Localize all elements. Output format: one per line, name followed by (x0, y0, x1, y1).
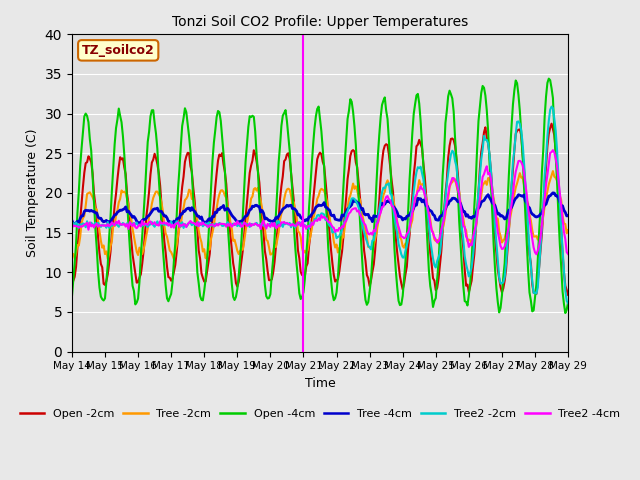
Open -4cm (351, 123, 358, 129)
Tree2 -4cm (504, 230, 511, 236)
Open -2cm (564, 292, 572, 298)
Text: TZ_soilco2: TZ_soilco2 (82, 44, 155, 57)
Tree -2cm (564, 227, 572, 233)
Tree2 -4cm (161, 219, 168, 225)
Open -2cm (161, 238, 168, 244)
Tree -4cm (564, 213, 572, 218)
Tree2 -4cm (351, 205, 358, 211)
Y-axis label: Soil Temperature (C): Soil Temperature (C) (26, 129, 39, 257)
Tree2 -2cm (378, 190, 386, 195)
Open -4cm (378, 102, 386, 108)
Tree -2cm (68, 252, 76, 257)
Tree2 -4cm (532, 252, 540, 257)
Open -4cm (561, 310, 569, 316)
Tree -4cm (68, 217, 76, 223)
Open -2cm (378, 159, 386, 165)
Line: Tree -2cm: Tree -2cm (72, 171, 568, 259)
Tree -4cm (369, 219, 376, 225)
Line: Open -2cm: Open -2cm (72, 124, 568, 295)
Open -4cm (504, 204, 511, 210)
Tree -2cm (352, 183, 360, 189)
Tree -4cm (380, 202, 387, 208)
X-axis label: Time: Time (305, 377, 335, 390)
Tree2 -4cm (367, 230, 375, 236)
Line: Tree2 -2cm: Tree2 -2cm (72, 107, 568, 303)
Tree2 -4cm (68, 220, 76, 226)
Tree2 -4cm (82, 221, 90, 227)
Tree -4cm (162, 213, 170, 219)
Open -2cm (504, 248, 511, 253)
Tree -2cm (369, 246, 376, 252)
Open -4cm (564, 300, 572, 305)
Line: Open -4cm: Open -4cm (72, 79, 568, 313)
Line: Tree2 -4cm: Tree2 -4cm (72, 150, 568, 254)
Open -2cm (367, 277, 375, 283)
Tree -2cm (549, 168, 557, 174)
Tree -4cm (71, 222, 79, 228)
Title: Tonzi Soil CO2 Profile: Upper Temperatures: Tonzi Soil CO2 Profile: Upper Temperatur… (172, 15, 468, 29)
Open -2cm (68, 282, 76, 288)
Tree2 -4cm (564, 251, 572, 257)
Open -4cm (545, 76, 552, 82)
Tree2 -4cm (378, 204, 386, 210)
Tree2 -2cm (504, 242, 511, 248)
Line: Tree -4cm: Tree -4cm (72, 193, 568, 225)
Tree2 -2cm (548, 104, 556, 109)
Tree2 -2cm (367, 246, 375, 252)
Legend: Open -2cm, Tree -2cm, Open -4cm, Tree -4cm, Tree2 -2cm, Tree2 -4cm: Open -2cm, Tree -2cm, Open -4cm, Tree -4… (15, 405, 625, 423)
Tree -2cm (380, 192, 387, 198)
Open -4cm (68, 294, 76, 300)
Tree -4cm (505, 207, 513, 213)
Tree -2cm (161, 222, 168, 228)
Open -2cm (351, 149, 358, 155)
Open -4cm (82, 111, 90, 117)
Tree2 -2cm (564, 300, 572, 306)
Open -4cm (161, 264, 168, 270)
Tree2 -2cm (68, 220, 76, 226)
Open -4cm (367, 276, 375, 282)
Open -2cm (548, 121, 556, 127)
Tree -2cm (170, 256, 178, 262)
Tree2 -2cm (82, 224, 90, 230)
Tree -2cm (82, 203, 90, 208)
Tree -4cm (549, 190, 557, 196)
Tree -4cm (352, 198, 360, 204)
Tree2 -4cm (549, 147, 557, 153)
Tree2 -2cm (161, 222, 168, 228)
Tree -4cm (83, 208, 91, 214)
Tree2 -2cm (351, 196, 358, 202)
Tree -2cm (505, 227, 513, 232)
Open -2cm (82, 160, 90, 166)
